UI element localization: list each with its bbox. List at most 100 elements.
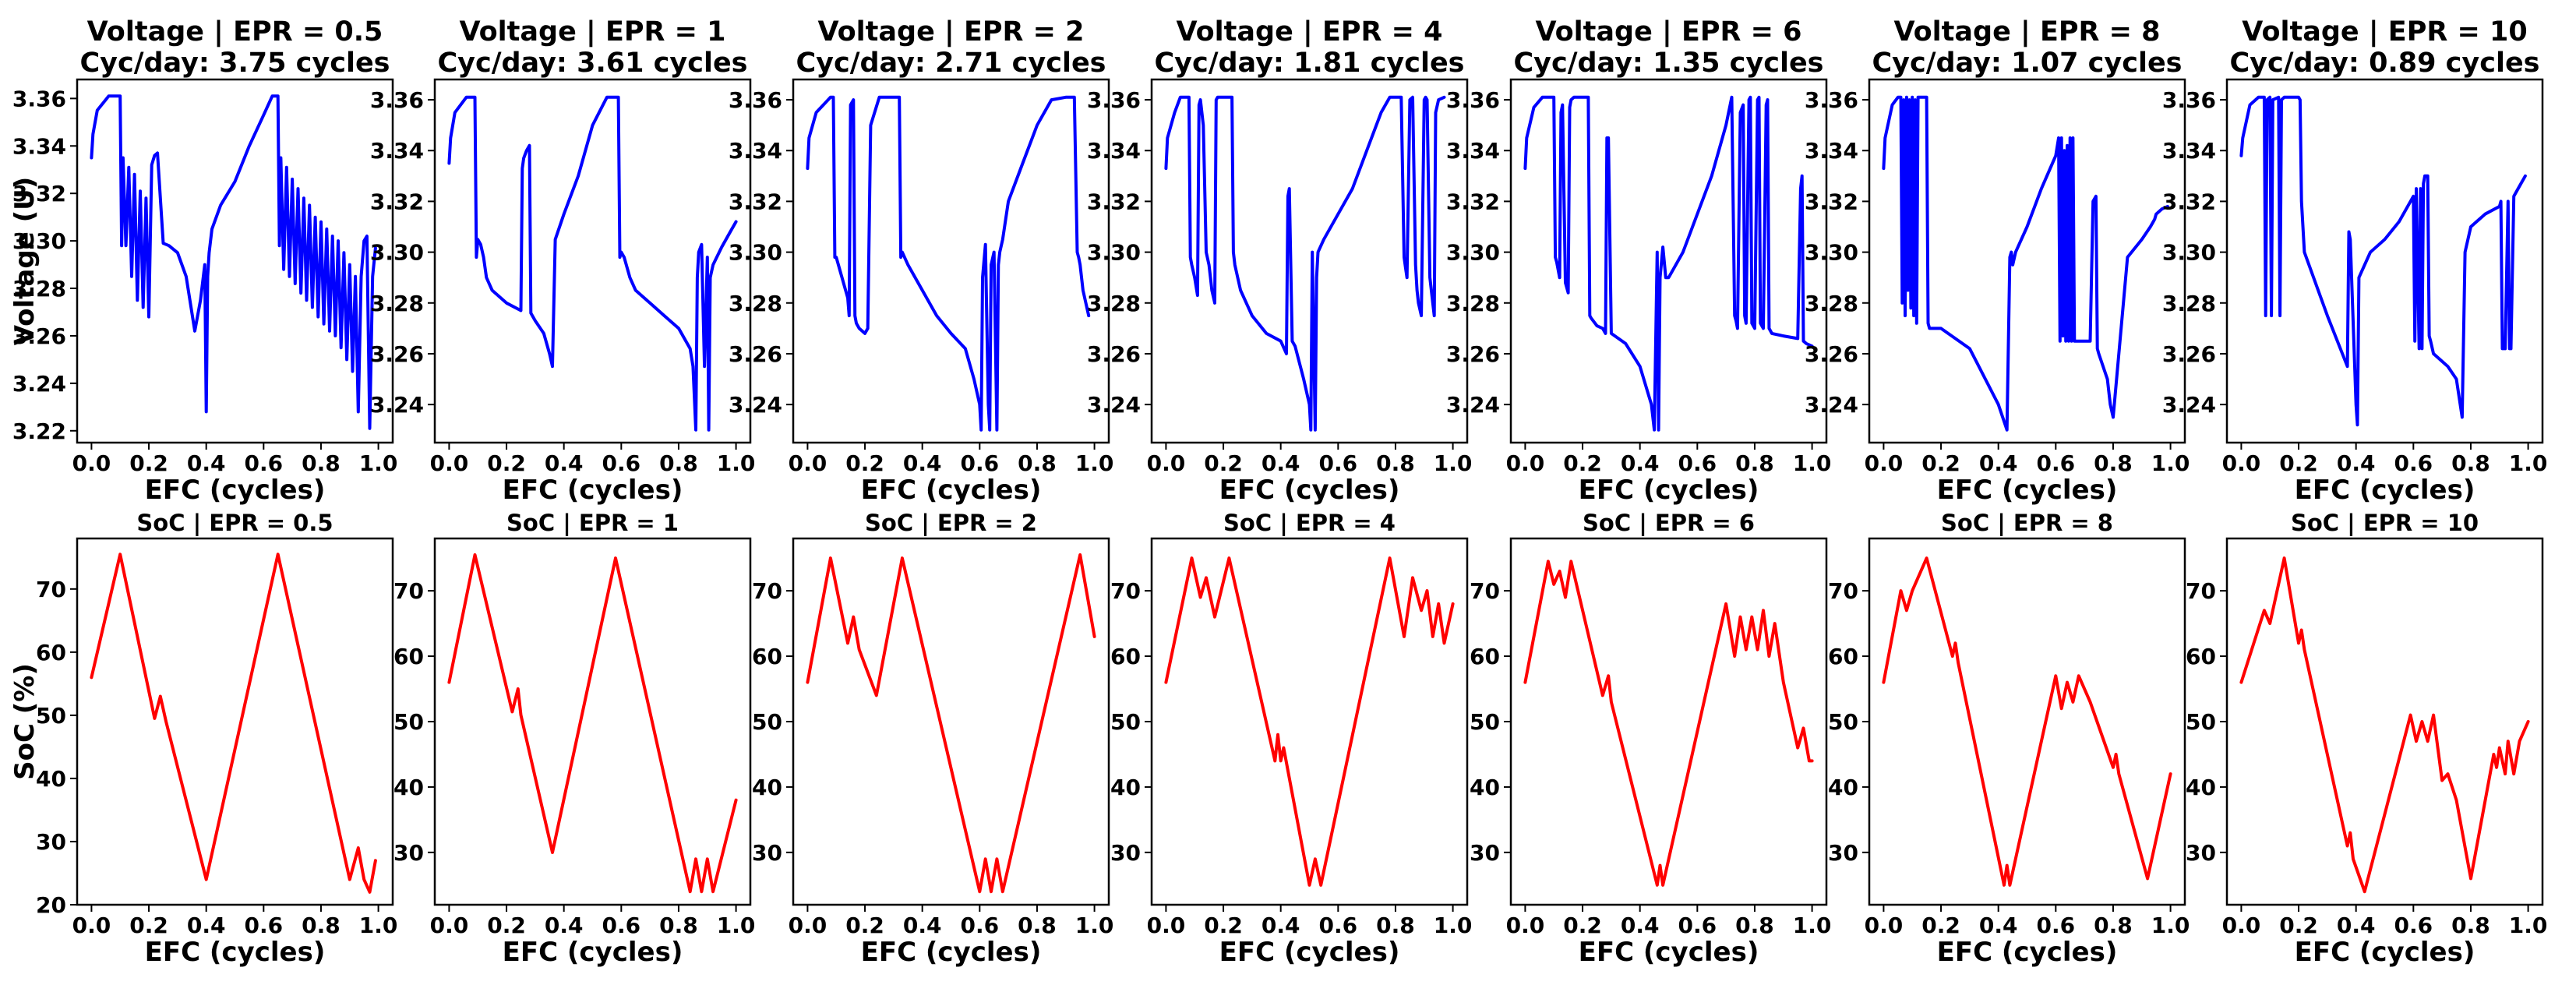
x-tick-label: 0.0 [1865,450,1904,476]
plot-frame [2225,78,2544,444]
x-axis-label: EFC (cycles) [145,937,326,968]
x-tick-label: 1.0 [359,450,398,476]
x-tick-label: 0.8 [2094,450,2133,476]
y-tick-label: 3.24 [1805,392,1858,418]
x-axis-label: EFC (cycles) [861,937,1042,968]
x-tick-label: 0.6 [1319,450,1358,476]
y-tick-label: 3.26 [12,323,66,349]
x-tick-label: 1.0 [717,913,756,938]
x-tick-label: 0.2 [1204,450,1243,476]
y-tick-label: 50 [2186,709,2216,735]
y-tick-label: 3.24 [370,392,424,418]
y-tick-label: 50 [1470,709,1500,735]
x-tick-label: 0.2 [129,450,168,476]
voltage-series-line [806,95,1091,432]
x-tick-label: 0.4 [1979,450,2018,476]
x-axis-label: EFC (cycles) [1219,937,1400,968]
x-axis-label: EFC (cycles) [2295,937,2475,968]
y-tick-label: 3.36 [370,87,424,113]
chart-title: SoC | EPR = 8 [1941,510,2113,536]
y-axis-label: SoC (%) [9,663,41,780]
chart-title: Voltage | EPR = 10 [2242,16,2527,48]
y-tick-label: 3.28 [1446,291,1500,316]
y-tick-label: 3.30 [729,240,782,266]
y-tick-label: 3.24 [1446,392,1500,418]
voltage-series-line [1882,95,2169,432]
y-tick-label: 3.36 [1446,87,1500,113]
x-tick-label: 0.8 [1376,913,1415,938]
y-tick-label: 30 [1470,840,1500,866]
x-tick-label: 0.0 [789,450,827,476]
x-tick-label: 1.0 [2151,450,2190,476]
y-tick-label: 3.32 [1446,189,1500,214]
x-tick-label: 0.6 [2394,913,2433,938]
x-tick-label: 0.0 [1147,450,1186,476]
x-tick-label: 0.8 [1018,450,1057,476]
y-tick-label: 3.30 [12,228,66,254]
x-tick-label: 0.6 [1678,450,1717,476]
x-tick-label: 1.0 [1075,450,1114,476]
chart-title: SoC | EPR = 0.5 [136,510,333,536]
chart-subtitle: Cyc/day: 2.71 cycles [796,48,1106,79]
y-tick-label: 3.24 [729,392,782,418]
x-tick-label: 0.2 [1921,913,1960,938]
y-tick-label: 3.34 [12,133,66,159]
y-tick-label: 30 [1110,840,1141,866]
x-tick-label: 0.4 [187,450,226,476]
y-tick-label: 40 [1828,775,1858,800]
x-tick-label: 0.2 [129,913,168,938]
y-tick-label: 3.28 [370,291,424,316]
y-tick-label: 3.28 [1805,291,1858,316]
x-tick-label: 0.0 [2222,913,2261,938]
voltage-series-line [2239,95,2527,427]
voltage-series-line [447,95,738,432]
chart-title: Voltage | EPR = 1 [459,16,725,48]
y-tick-label: 40 [1110,775,1141,800]
x-tick-label: 0.0 [1865,913,1904,938]
y-tick-label: 3.32 [2162,189,2216,214]
y-tick-label: 3.26 [370,341,424,367]
y-tick-label: 3.24 [2162,392,2216,418]
x-tick-label: 0.0 [72,913,111,938]
y-tick-label: 3.36 [2162,87,2216,113]
chart-subtitle: Cyc/day: 1.35 cycles [1513,48,1823,79]
x-tick-label: 0.8 [302,913,341,938]
x-tick-label: 0.6 [961,913,1000,938]
x-tick-label: 0.4 [187,913,226,938]
y-tick-label: 50 [752,709,782,735]
y-tick-label: 3.28 [12,276,66,302]
x-tick-label: 1.0 [2151,913,2190,938]
y-tick-label: 3.34 [2162,138,2216,164]
x-tick-label: 0.2 [845,913,884,938]
chart-subtitle: Cyc/day: 3.75 cycles [79,48,390,79]
plot-frame [1150,78,1469,444]
y-tick-label: 3.36 [1087,87,1141,113]
x-axis-label: EFC (cycles) [2295,475,2475,506]
x-tick-label: 0.0 [72,450,111,476]
plot-frame [1868,78,2186,444]
x-tick-label: 0.6 [1678,913,1717,938]
x-tick-label: 0.0 [430,913,469,938]
y-tick-label: 3.26 [729,341,782,367]
x-tick-label: 1.0 [2509,913,2548,938]
chart-subtitle: Cyc/day: 3.61 cycles [437,48,747,79]
x-tick-label: 0.8 [1735,913,1774,938]
x-tick-label: 1.0 [1434,913,1473,938]
chart-subtitle: Cyc/day: 1.07 cycles [1872,48,2182,79]
y-tick-label: 3.34 [729,138,782,164]
y-tick-label: 60 [2186,644,2216,669]
x-tick-label: 0.6 [245,913,284,938]
y-tick-label: 30 [393,840,424,866]
x-tick-label: 0.4 [903,913,942,938]
x-tick-label: 1.0 [1434,450,1473,476]
x-tick-label: 1.0 [1793,450,1832,476]
y-tick-label: 60 [1470,644,1500,669]
x-tick-label: 1.0 [717,450,756,476]
chart-title: SoC | EPR = 2 [865,510,1037,536]
plot-frame [433,78,752,444]
y-tick-label: 3.26 [1446,341,1500,367]
x-tick-label: 0.4 [1262,913,1300,938]
soc-series-line [90,553,377,894]
x-tick-label: 0.6 [2037,450,2076,476]
y-tick-label: 3.32 [1805,189,1858,214]
